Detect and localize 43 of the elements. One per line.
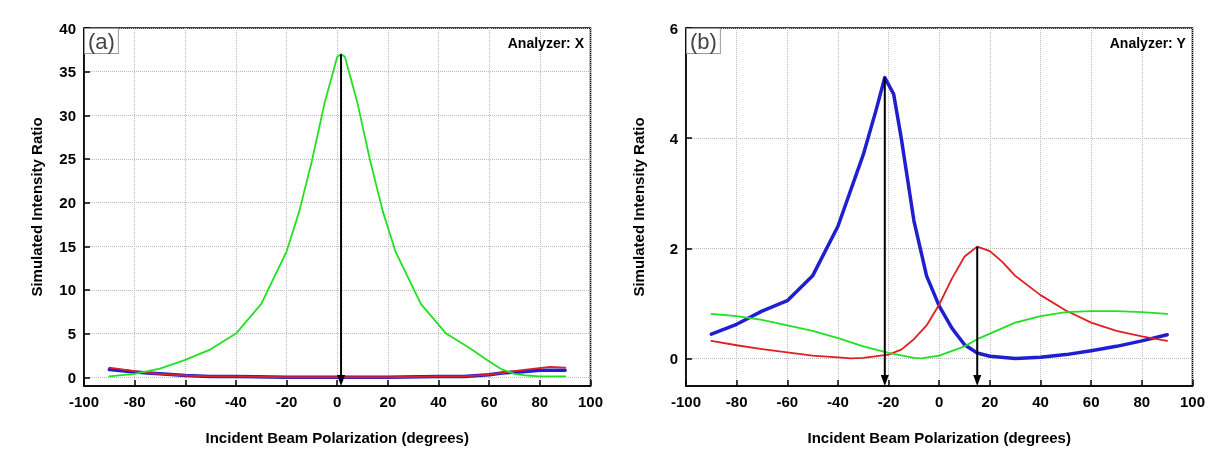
y-axis-title: Simulated Intensity Ratio: [630, 117, 647, 297]
x-tick-label: 60: [1082, 393, 1100, 410]
x-tick-label: 0: [333, 393, 342, 410]
y-axis-title: Simulated Intensity Ratio: [28, 117, 45, 297]
y-tick-label: 0: [67, 368, 76, 386]
y-tick-label: 35: [59, 63, 76, 81]
y-tick-label: 6: [669, 19, 678, 37]
y-tick-label: 25: [59, 150, 76, 168]
annotation: Analyzer: X: [507, 35, 585, 51]
x-tick-label: -20: [275, 393, 298, 410]
x-tick-label: 100: [1179, 393, 1205, 410]
x-tick-label: -40: [827, 393, 849, 410]
x-tick-label: 0: [935, 393, 944, 410]
x-tick-label: 80: [1133, 393, 1151, 410]
x-tick-label: 40: [1032, 393, 1049, 410]
x-axis-title: Incident Beam Polarization (degrees): [205, 429, 469, 446]
x-tick-label: -20: [877, 393, 900, 410]
x-tick-label: 20: [379, 393, 397, 410]
y-tick-label: 0: [669, 349, 678, 367]
y-tick-label: 5: [67, 325, 76, 343]
y-tick-label: 10: [59, 281, 76, 299]
x-tick-label: 60: [480, 393, 498, 410]
x-tick-label: 40: [430, 393, 447, 410]
x-tick-label: -80: [725, 393, 748, 410]
x-tick-label: -60: [776, 393, 799, 410]
x-tick-label: -60: [174, 393, 197, 410]
x-tick-label: -100: [670, 393, 702, 410]
annotation: Analyzer: Y: [1109, 35, 1187, 51]
x-tick-label: -80: [123, 393, 146, 410]
x-tick-label: 100: [577, 393, 603, 410]
y-tick-label: 30: [59, 106, 76, 124]
y-tick-label: 20: [59, 194, 76, 212]
x-tick-label: 20: [981, 393, 999, 410]
x-tick-label: -40: [225, 393, 247, 410]
annotation: (a): [88, 28, 115, 54]
y-tick-label: 15: [59, 237, 76, 255]
y-tick-label: 2: [669, 239, 678, 257]
y-tick-label: 40: [59, 19, 76, 37]
x-axis-title: Incident Beam Polarization (degrees): [807, 429, 1071, 446]
x-tick-label: -100: [68, 393, 100, 410]
annotation: (b): [690, 28, 717, 54]
x-tick-label: 80: [531, 393, 549, 410]
y-tick-label: 4: [669, 129, 679, 147]
